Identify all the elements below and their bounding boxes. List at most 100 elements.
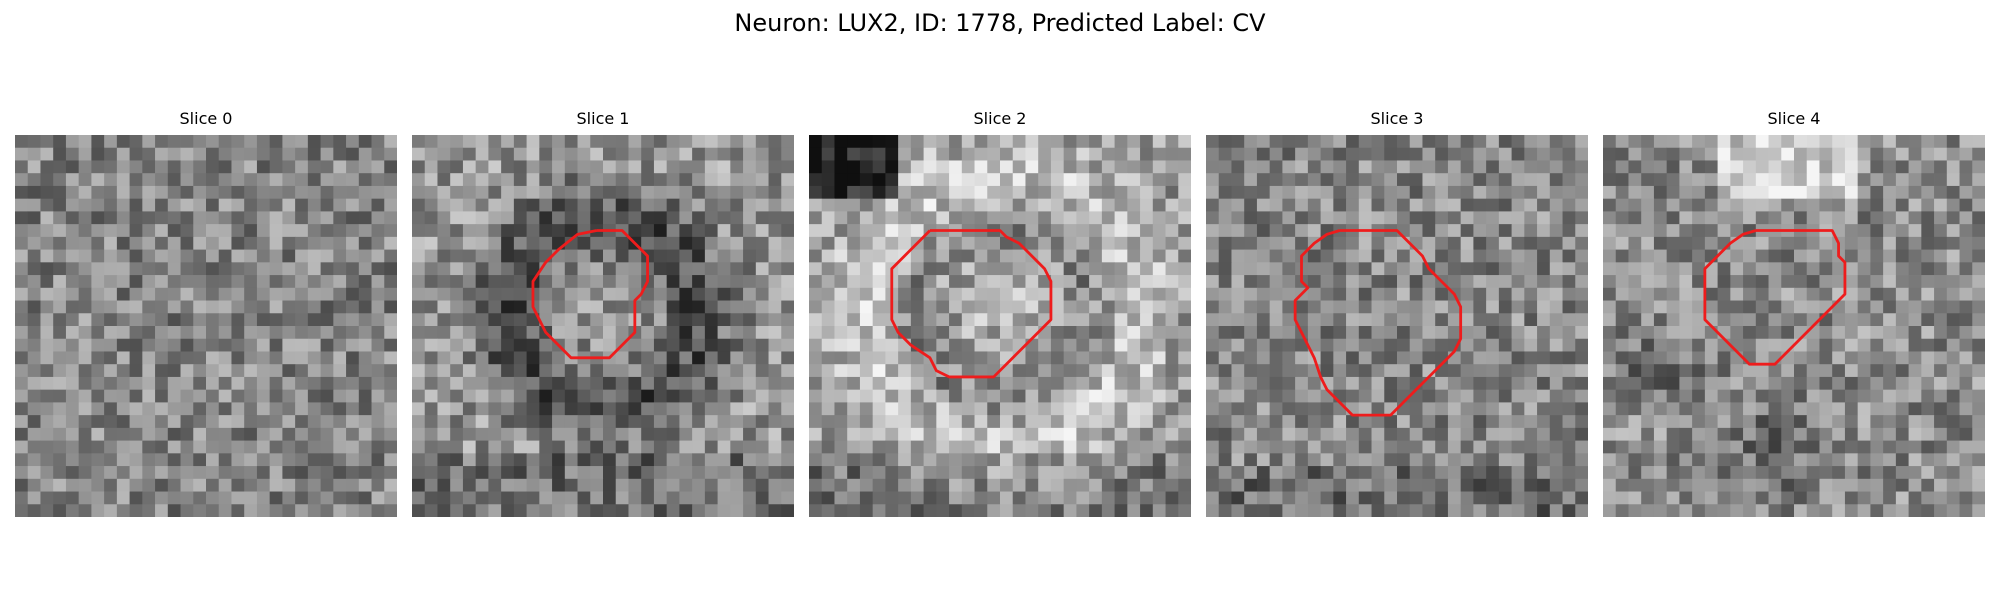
- image-pixel: [1178, 249, 1191, 263]
- image-pixel: [1165, 173, 1179, 187]
- image-pixel: [885, 466, 899, 480]
- image-pixel: [1486, 376, 1500, 391]
- image-pixel: [974, 262, 988, 276]
- image-pixel: [885, 415, 899, 429]
- image-pixel: [1679, 402, 1693, 416]
- image-pixel: [1692, 160, 1706, 174]
- image-pixel: [307, 402, 321, 416]
- image-pixel: [1615, 491, 1629, 505]
- image-pixel: [1358, 415, 1372, 429]
- image-pixel: [1575, 262, 1588, 276]
- image-pixel: [768, 313, 782, 327]
- image-pixel: [269, 389, 283, 403]
- image-pixel: [1231, 185, 1245, 200]
- image-pixel: [755, 198, 769, 212]
- image-pixel: [1704, 504, 1718, 517]
- image-pixel: [847, 173, 861, 187]
- image-pixel: [1819, 504, 1833, 517]
- image-pixel: [704, 440, 718, 454]
- image-pixel: [1460, 415, 1474, 429]
- image-pixel: [15, 389, 29, 403]
- image-pixel: [1781, 466, 1795, 480]
- image-pixel: [27, 262, 41, 276]
- image-pixel: [1615, 351, 1629, 365]
- image-pixel: [1295, 415, 1309, 429]
- image-pixel: [1946, 453, 1960, 467]
- image-pixel: [346, 466, 360, 480]
- image-pixel: [603, 364, 617, 378]
- image-pixel: [282, 135, 296, 149]
- image-pixel: [1946, 389, 1960, 403]
- image-pixel: [1409, 415, 1423, 429]
- image-pixel: [1384, 466, 1398, 480]
- image-pixel: [653, 351, 668, 365]
- image-pixel: [1498, 453, 1512, 467]
- image-pixel: [1832, 351, 1846, 365]
- image-pixel: [1972, 478, 1985, 492]
- image-pixel: [65, 262, 80, 276]
- image-pixel: [1127, 504, 1141, 517]
- image-pixel: [1127, 198, 1141, 212]
- image-pixel: [27, 160, 41, 174]
- image-pixel: [653, 415, 668, 429]
- image-pixel: [1628, 160, 1642, 174]
- image-pixel: [1704, 402, 1718, 416]
- image-pixel: [1295, 491, 1309, 505]
- image-pixel: [1781, 389, 1795, 403]
- image-pixel: [539, 364, 553, 378]
- image-pixel: [1140, 224, 1154, 238]
- image-pixel: [1486, 313, 1500, 327]
- image-pixel: [1524, 376, 1538, 391]
- image-pixel: [1615, 466, 1629, 480]
- image-pixel: [1717, 249, 1731, 263]
- image-pixel: [1231, 415, 1245, 429]
- image-pixel: [206, 147, 220, 161]
- image-pixel: [1883, 287, 1897, 301]
- image-pixel: [1498, 491, 1512, 505]
- image-pixel: [1653, 135, 1668, 149]
- image-pixel: [1346, 300, 1360, 314]
- image-pixel: [768, 415, 782, 429]
- image-pixel: [1562, 376, 1576, 391]
- image-pixel: [231, 262, 245, 276]
- image-pixel: [193, 376, 207, 391]
- image-pixel: [1641, 300, 1655, 314]
- image-pixel: [475, 491, 489, 505]
- image-pixel: [1641, 453, 1655, 467]
- image-pixel: [1562, 147, 1576, 161]
- image-pixel: [987, 440, 1001, 454]
- image-pixel: [821, 415, 835, 429]
- image-pixel: [1000, 147, 1014, 161]
- image-pixel: [1857, 402, 1871, 416]
- image-pixel: [1794, 376, 1808, 391]
- image-pixel: [552, 135, 566, 149]
- image-pixel: [1498, 326, 1512, 340]
- image-pixel: [1908, 275, 1922, 289]
- image-pixel: [692, 504, 706, 517]
- image-pixel: [552, 262, 566, 276]
- image-pixel: [1537, 224, 1551, 238]
- image-pixel: [717, 135, 731, 149]
- image-pixel: [898, 427, 912, 441]
- image-pixel: [1692, 262, 1706, 276]
- image-pixel: [1025, 364, 1039, 378]
- image-pixel: [1218, 249, 1232, 263]
- image-pixel: [371, 415, 385, 429]
- image-pixel: [116, 249, 130, 263]
- image-pixel: [1295, 402, 1309, 416]
- image-pixel: [872, 198, 886, 212]
- image-pixel: [834, 262, 848, 276]
- image-pixel: [949, 338, 963, 352]
- image-pixel: [730, 262, 744, 276]
- image-pixel: [1704, 211, 1718, 225]
- image-pixel: [1603, 211, 1617, 225]
- image-pixel: [1114, 326, 1128, 340]
- image-pixel: [1895, 198, 1909, 212]
- image-pixel: [1307, 402, 1321, 416]
- image-pixel: [1076, 249, 1090, 263]
- image-pixel: [743, 440, 757, 454]
- image-pixel: [1206, 313, 1220, 327]
- image-pixel: [1473, 351, 1487, 365]
- image-pixel: [320, 185, 334, 200]
- image-pixel: [1628, 440, 1642, 454]
